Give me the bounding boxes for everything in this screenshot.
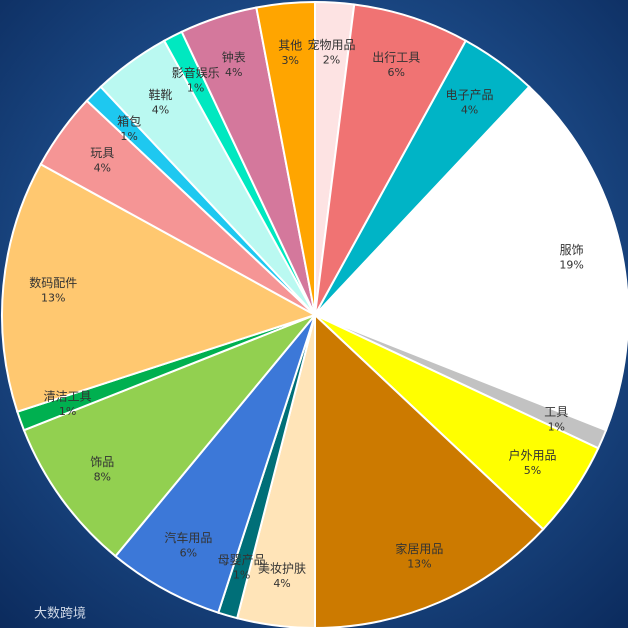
slice-label: 美妆护肤 — [258, 560, 306, 575]
value-label: 6% — [180, 546, 197, 559]
slice-label: 服饰 — [560, 243, 584, 257]
value-label: 4% — [225, 66, 242, 79]
value-label: 6% — [388, 66, 405, 79]
value-label: 4% — [273, 577, 290, 590]
value-label: 13% — [41, 291, 65, 304]
slice-label: 出行工具 — [372, 50, 420, 64]
slice-label: 工具 — [544, 405, 568, 419]
value-label: 1% — [187, 82, 204, 95]
value-label: 8% — [94, 471, 111, 484]
value-label: 4% — [461, 103, 478, 116]
pie-slice — [314, 3, 468, 316]
slice-label: 影音娱乐 — [172, 65, 220, 80]
pie-slice — [255, 0, 316, 316]
pie-slice — [314, 312, 545, 628]
slice-label: 饰品 — [90, 455, 114, 469]
slice-label: 宠物用品 — [308, 37, 356, 52]
slice-label: 数码配件 — [29, 275, 77, 290]
slice-label: 母婴产品 — [218, 553, 266, 567]
value-label: 13% — [407, 557, 431, 570]
value-label: 1% — [120, 130, 137, 143]
slice-label: 其他 — [278, 39, 302, 53]
slice-label: 箱包 — [117, 114, 141, 129]
slice-label: 清洁工具 — [44, 390, 92, 404]
value-label: 1% — [59, 405, 76, 418]
slice-label: 户外用品 — [508, 447, 556, 462]
slice-label: 汽车用品 — [164, 530, 212, 545]
slice-label: 鞋靴 — [148, 87, 172, 102]
value-label: 3% — [282, 54, 299, 67]
value-label: 4% — [152, 103, 169, 116]
value-label: 1% — [233, 568, 250, 581]
value-label: 1% — [548, 420, 565, 433]
slice-label: 家居用品 — [395, 541, 443, 556]
value-label: 4% — [94, 161, 111, 174]
slice-label: 钟表 — [222, 49, 246, 64]
watermark: 大数跨境 — [34, 607, 86, 622]
value-label: 2% — [323, 54, 340, 67]
slice-label: 电子产品 — [446, 88, 494, 102]
pie-slice — [22, 314, 316, 558]
value-label: 5% — [524, 464, 541, 477]
pie-slice — [1, 162, 318, 413]
pie-slice — [114, 314, 316, 614]
slice-label: 玩具 — [90, 146, 114, 160]
value-label: 19% — [559, 259, 583, 272]
pie-slice — [313, 85, 628, 432]
